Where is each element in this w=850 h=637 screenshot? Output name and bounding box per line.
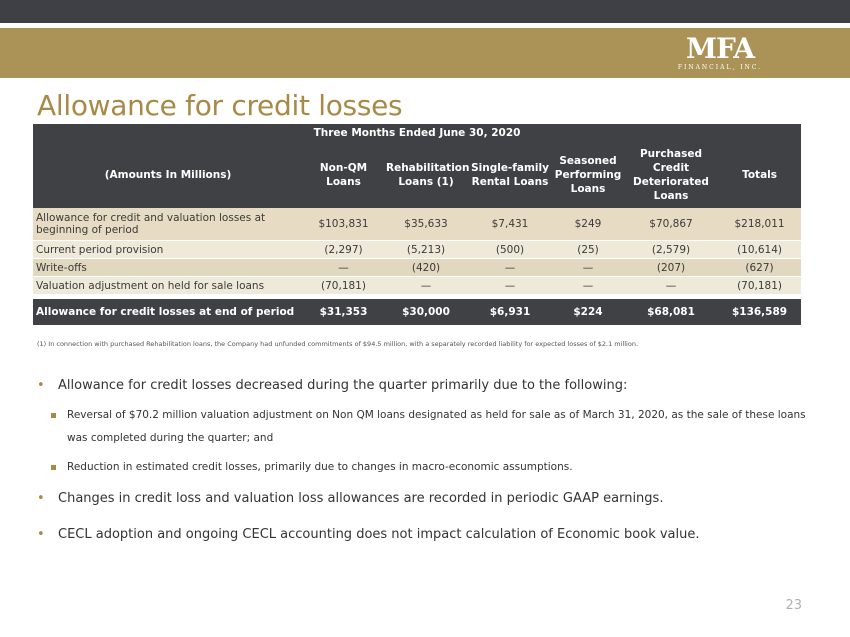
total-cell: $136,589 — [718, 299, 802, 326]
sub-bullet-item: Reversal of $70.2 million valuation adju… — [37, 404, 807, 450]
mfa-logo: MFA FINANCIAL, INC. — [665, 34, 775, 74]
top-dark-bar — [0, 0, 850, 23]
table-row: Allowance for credit and valuation losse… — [33, 208, 802, 241]
table-cell: $35,633 — [384, 208, 468, 241]
bullet-list: • Allowance for credit losses decreased … — [37, 376, 807, 545]
sub-bullet-item: Reduction in estimated credit losses, pr… — [37, 456, 807, 479]
bullet-dot-icon: • — [37, 527, 45, 542]
table-cell: $7,431 — [468, 208, 552, 241]
square-bullet-icon — [51, 413, 56, 418]
logo-wordmark: MFA — [686, 32, 755, 65]
table-row: Write-offs — (420) — — (207) (627) — [33, 258, 802, 277]
table-cell: (627) — [718, 258, 802, 277]
table-cell: (207) — [624, 258, 718, 277]
table-cell: (25) — [552, 240, 624, 259]
table-total-row: Allowance for credit losses at end of pe… — [33, 299, 802, 326]
bullet-item: • Allowance for credit losses decreased … — [37, 376, 807, 396]
row-label: Write-offs — [33, 258, 303, 277]
slide-title: Allowance for credit losses — [37, 89, 403, 122]
column-header: Rehabilitation Loans (1) — [384, 142, 470, 208]
table-cell: — — [384, 276, 468, 295]
table-cell: $249 — [552, 208, 624, 241]
total-cell: $30,000 — [384, 299, 468, 326]
table-cell: — — [624, 276, 718, 295]
table-row: Current period provision (2,297) (5,213)… — [33, 240, 802, 259]
bullet-text: Allowance for credit losses decreased du… — [58, 378, 628, 393]
column-header: Seasoned Performing Loans — [552, 142, 624, 208]
row-label: Allowance for credit and valuation losse… — [33, 208, 303, 241]
allowance-table: Three Months Ended June 30, 2020 (Amount… — [33, 124, 802, 326]
page-number: 23 — [785, 598, 802, 613]
column-header: Totals — [718, 142, 802, 208]
table-footnote: (1) In connection with purchased Rehabil… — [37, 340, 639, 348]
column-header: Purchased Credit Deteriorated Loans — [624, 142, 718, 208]
sub-bullet-text: Reversal of $70.2 million valuation adju… — [67, 409, 806, 444]
total-label: Allowance for credit losses at end of pe… — [33, 299, 303, 326]
table-cell: — — [552, 276, 624, 295]
column-header: Single-family Rental Loans — [468, 142, 552, 208]
table-period-header: Three Months Ended June 30, 2020 — [33, 124, 802, 142]
table-cell: (70,181) — [718, 276, 802, 295]
table-cell: — — [552, 258, 624, 277]
square-bullet-icon — [51, 465, 56, 470]
bullet-dot-icon: • — [37, 378, 45, 393]
table-cell: (420) — [384, 258, 468, 277]
table-cell: (5,213) — [384, 240, 468, 259]
table-cell: (500) — [468, 240, 552, 259]
row-label: Current period provision — [33, 240, 303, 259]
logo-subtitle: FINANCIAL, INC. — [677, 64, 763, 71]
sub-bullet-text: Reduction in estimated credit losses, pr… — [67, 461, 573, 473]
total-cell: $6,931 — [468, 299, 552, 326]
total-cell: $68,081 — [624, 299, 718, 326]
table-row: Valuation adjustment on held for sale lo… — [33, 276, 802, 295]
column-header: (Amounts In Millions) — [33, 142, 303, 208]
table-cell: (2,297) — [303, 240, 384, 259]
table-cell: (10,614) — [718, 240, 802, 259]
column-header: Non-QM Loans — [303, 142, 384, 208]
table-cell: — — [468, 258, 552, 277]
bullet-text: Changes in credit loss and valuation los… — [58, 491, 664, 506]
table-cell: (70,181) — [303, 276, 384, 295]
row-label: Valuation adjustment on held for sale lo… — [33, 276, 303, 295]
bullet-item: • Changes in credit loss and valuation l… — [37, 489, 807, 509]
table-cell: — — [468, 276, 552, 295]
bullet-text: CECL adoption and ongoing CECL accountin… — [58, 527, 700, 542]
table-cell: $218,011 — [718, 208, 802, 241]
bullet-item: • CECL adoption and ongoing CECL account… — [37, 525, 807, 545]
total-cell: $31,353 — [303, 299, 384, 326]
table-cell: (2,579) — [624, 240, 718, 259]
total-cell: $224 — [552, 299, 624, 326]
table-cell: $103,831 — [303, 208, 384, 241]
table-spacer — [33, 294, 802, 299]
table-cell: $70,867 — [624, 208, 718, 241]
table-cell: — — [303, 258, 384, 277]
bullet-dot-icon: • — [37, 491, 45, 506]
header-gold-bar — [0, 28, 850, 78]
